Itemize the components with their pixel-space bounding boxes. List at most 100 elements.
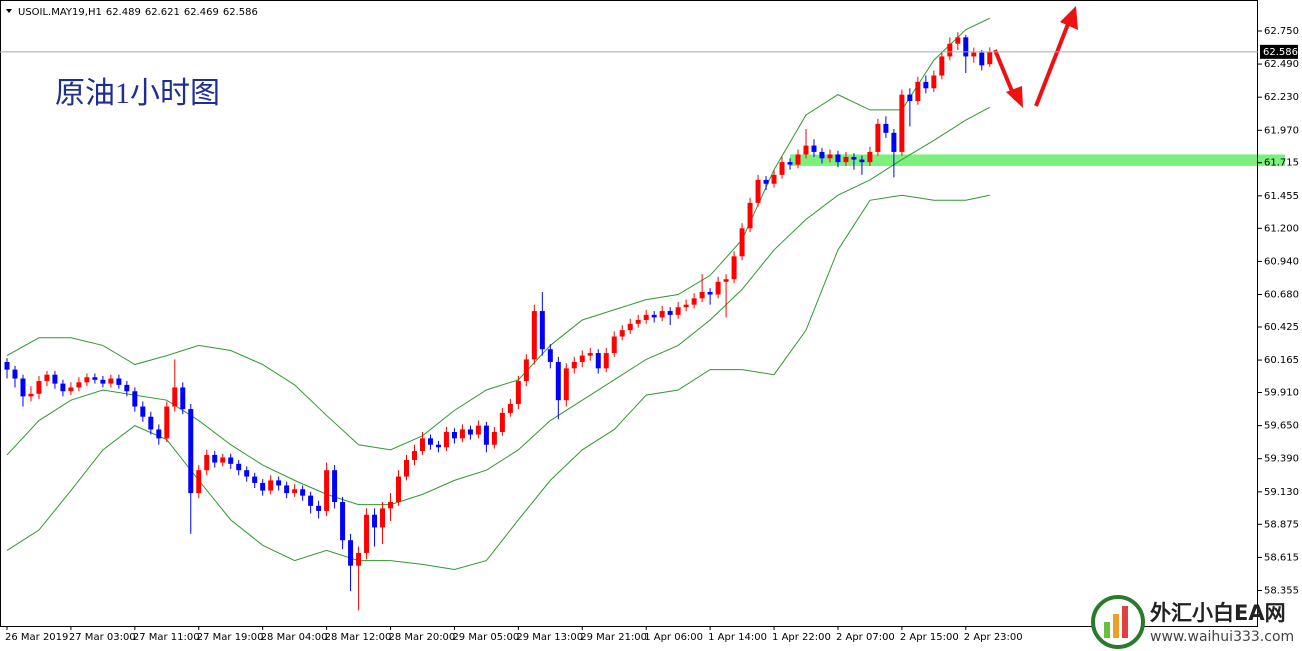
candle-body	[595, 353, 601, 369]
y-tick-label: 60.680	[1264, 290, 1299, 301]
y-tick-label: 61.970	[1264, 125, 1299, 136]
candle-body	[228, 457, 234, 464]
candle-body	[643, 314, 649, 320]
arrow-head	[1006, 86, 1023, 108]
y-tick-label: 62.490	[1264, 59, 1299, 70]
candle-body	[100, 379, 106, 384]
candle-body	[475, 425, 481, 435]
candle-body	[372, 514, 378, 528]
candle-body	[308, 495, 314, 506]
candle-body	[188, 409, 194, 494]
chart-title: 原油1小时图	[55, 77, 220, 110]
logo-bar	[1122, 606, 1128, 638]
candle-body	[963, 37, 969, 57]
candle-body	[579, 355, 585, 362]
candle-body	[332, 470, 338, 503]
candle-body	[364, 514, 370, 553]
candle-body	[84, 377, 90, 383]
candle-body	[300, 489, 306, 496]
arrow-down	[993, 49, 1016, 97]
candle-body	[491, 431, 497, 445]
x-tick-label: 27 Mar 19:00	[197, 632, 264, 643]
candle-body	[140, 406, 146, 417]
candle-body	[819, 151, 825, 159]
x-tick-label: 29 Mar 13:00	[516, 632, 583, 643]
candle-body	[28, 393, 34, 397]
candle-body	[923, 81, 929, 89]
candle-body	[779, 162, 785, 175]
price-label: 62.586	[1263, 47, 1298, 58]
y-tick-label: 59.910	[1264, 388, 1299, 399]
band-middle	[6, 106, 991, 506]
candle-body	[739, 228, 745, 257]
candle-body	[947, 43, 953, 57]
candle-body	[116, 378, 122, 385]
candle-body	[172, 387, 178, 407]
candle-body	[316, 505, 322, 511]
candle-body	[539, 311, 545, 350]
candle-body	[196, 470, 202, 494]
arrow-up	[1034, 23, 1070, 107]
y-tick-label: 59.390	[1264, 454, 1299, 465]
band-upper	[6, 17, 990, 451]
candle-body	[691, 298, 697, 305]
candle-body	[324, 470, 330, 511]
x-tick-label: 28 Mar 12:00	[325, 632, 392, 643]
candle-body	[20, 378, 26, 397]
x-tick-label: 28 Mar 04:00	[261, 632, 328, 643]
candle-body	[531, 311, 537, 360]
y-tick-label: 61.715	[1264, 158, 1299, 169]
candle-body	[204, 454, 210, 471]
candle-body	[292, 489, 298, 494]
candle-body	[380, 508, 386, 528]
candle-body	[268, 480, 274, 491]
x-tick-label: 2 Apr 07:00	[836, 632, 895, 643]
candle-body	[979, 52, 985, 66]
y-tick-label: 59.130	[1264, 487, 1299, 498]
candle-body	[675, 307, 681, 315]
candle-body	[515, 381, 521, 404]
candle-body	[795, 154, 801, 165]
x-tick-label: 1 Apr 06:00	[644, 632, 703, 643]
candle-body	[915, 81, 921, 101]
candle-body	[971, 52, 977, 57]
candle-body	[244, 470, 250, 477]
candle-body	[443, 431, 449, 448]
candle-body	[747, 202, 753, 229]
x-tick-label: 1 Apr 22:00	[772, 632, 831, 643]
candle-body	[787, 162, 793, 165]
candle-body	[76, 382, 82, 388]
candle-body	[124, 384, 130, 392]
candle-body	[843, 157, 849, 163]
candle-body	[683, 304, 689, 308]
arrows	[993, 6, 1078, 108]
watermark-name: 外汇小白EA网	[1150, 601, 1286, 625]
candle-body	[236, 463, 242, 471]
support-zone	[790, 154, 1285, 166]
candle-body	[52, 374, 58, 384]
candle-body	[555, 361, 561, 401]
candle-body	[388, 502, 394, 509]
candle-body	[276, 480, 282, 486]
candle-body	[132, 391, 138, 407]
candle-body	[875, 123, 881, 152]
plot-area	[4, 17, 1285, 611]
candle-body	[108, 378, 114, 384]
candle-body	[483, 425, 489, 445]
candle-body	[611, 336, 617, 354]
candle-body	[563, 368, 569, 401]
candle-body	[651, 314, 657, 318]
candle-body	[44, 374, 50, 382]
symbol: USOIL.MAY19,H1	[18, 7, 102, 18]
candle-body	[603, 353, 609, 369]
y-tick-label: 62.230	[1264, 92, 1299, 103]
candle-body	[284, 485, 290, 494]
y-tick-label: 61.455	[1264, 191, 1299, 202]
candle-body	[707, 291, 713, 295]
x-tick-label: 27 Mar 03:00	[69, 632, 136, 643]
candle-body	[404, 460, 409, 477]
candle-body	[763, 179, 769, 184]
candle-body	[939, 56, 945, 76]
candle-body	[899, 94, 905, 152]
candle-body	[220, 457, 226, 463]
